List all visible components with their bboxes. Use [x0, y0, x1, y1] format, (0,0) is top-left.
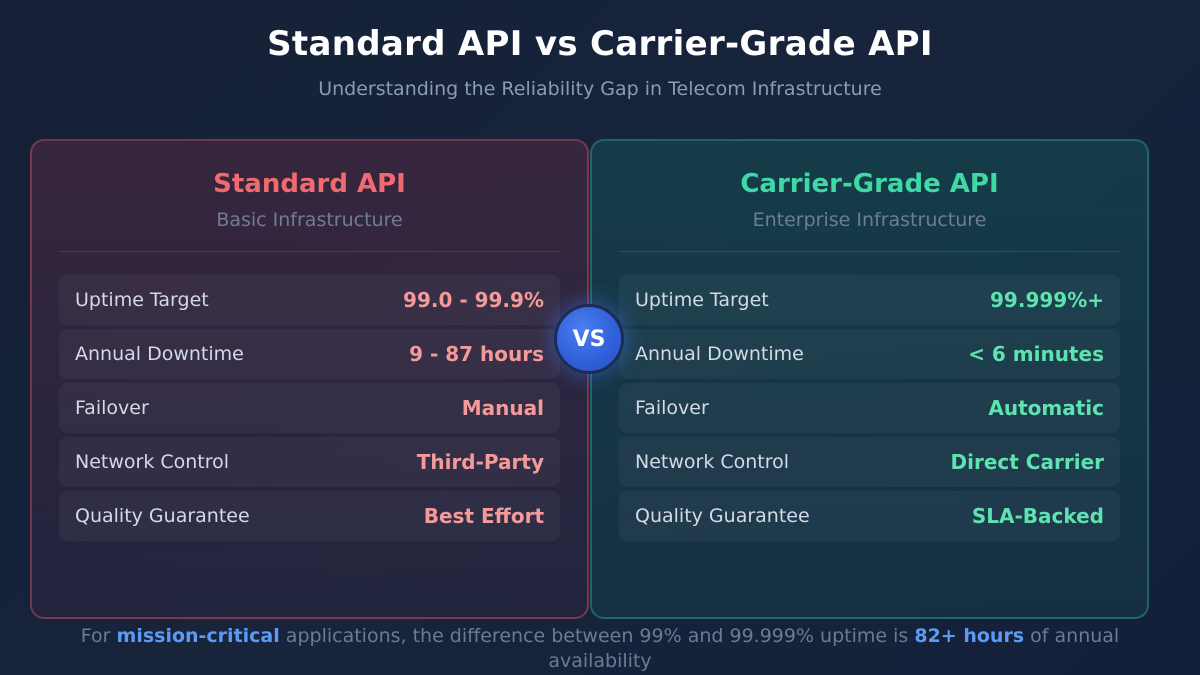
- standard-row-failover: Failover Manual: [59, 383, 560, 433]
- standard-row-uptime: Uptime Target 99.0 - 99.9%: [59, 275, 560, 325]
- row-value: 99.0 - 99.9%: [403, 288, 544, 312]
- footer-text: applications, the difference between 99%…: [279, 625, 915, 647]
- footer-text: For: [80, 625, 117, 647]
- row-value: 9 - 87 hours: [409, 342, 544, 366]
- row-label: Failover: [75, 397, 149, 419]
- page-title: Standard API vs Carrier-Grade API: [267, 24, 933, 64]
- row-value: Best Effort: [423, 504, 544, 528]
- row-label: Annual Downtime: [635, 343, 804, 365]
- row-value: SLA-Backed: [971, 504, 1104, 528]
- row-label: Annual Downtime: [75, 343, 244, 365]
- page-subtitle: Understanding the Reliability Gap in Tel…: [318, 78, 882, 100]
- standard-rows: Uptime Target 99.0 - 99.9% Annual Downti…: [59, 275, 560, 541]
- standard-card-subtitle: Basic Infrastructure: [216, 209, 403, 231]
- footer-highlight-hours: 82+ hours: [914, 625, 1025, 647]
- standard-row-quality: Quality Guarantee Best Effort: [59, 491, 560, 541]
- carrier-grade-api-card: Carrier-Grade API Enterprise Infrastruct…: [590, 139, 1149, 619]
- footer-text: of annual availability: [548, 625, 1120, 672]
- carrier-row-downtime: Annual Downtime < 6 minutes: [619, 329, 1120, 379]
- row-label: Network Control: [635, 451, 790, 473]
- row-label: Uptime Target: [635, 289, 769, 311]
- row-value: Third-Party: [416, 450, 544, 474]
- standard-card-title: Standard API: [213, 169, 406, 199]
- row-value: < 6 minutes: [968, 342, 1104, 366]
- standard-row-downtime: Annual Downtime 9 - 87 hours: [59, 329, 560, 379]
- footer-note: For mission-critical applications, the d…: [40, 624, 1160, 674]
- row-value: Automatic: [988, 396, 1104, 420]
- carrier-row-network: Network Control Direct Carrier: [619, 437, 1120, 487]
- row-label: Network Control: [75, 451, 230, 473]
- standard-api-card: Standard API Basic Infrastructure Uptime…: [30, 139, 589, 619]
- row-value: Direct Carrier: [950, 450, 1104, 474]
- vs-badge: VS: [554, 304, 624, 374]
- row-value: Manual: [461, 396, 544, 420]
- row-label: Quality Guarantee: [635, 505, 810, 527]
- row-label: Quality Guarantee: [75, 505, 250, 527]
- standard-row-network: Network Control Third-Party: [59, 437, 560, 487]
- carrier-row-uptime: Uptime Target 99.999%+: [619, 275, 1120, 325]
- row-label: Uptime Target: [75, 289, 209, 311]
- carrier-card-divider: [619, 251, 1120, 252]
- standard-card-divider: [59, 251, 560, 252]
- carrier-row-failover: Failover Automatic: [619, 383, 1120, 433]
- row-label: Failover: [635, 397, 709, 419]
- carrier-rows: Uptime Target 99.999%+ Annual Downtime <…: [619, 275, 1120, 541]
- carrier-card-subtitle: Enterprise Infrastructure: [752, 209, 987, 231]
- footer-highlight-mission-critical: mission-critical: [116, 625, 280, 647]
- row-value: 99.999%+: [990, 288, 1104, 312]
- carrier-card-title: Carrier-Grade API: [740, 169, 999, 199]
- carrier-row-quality: Quality Guarantee SLA-Backed: [619, 491, 1120, 541]
